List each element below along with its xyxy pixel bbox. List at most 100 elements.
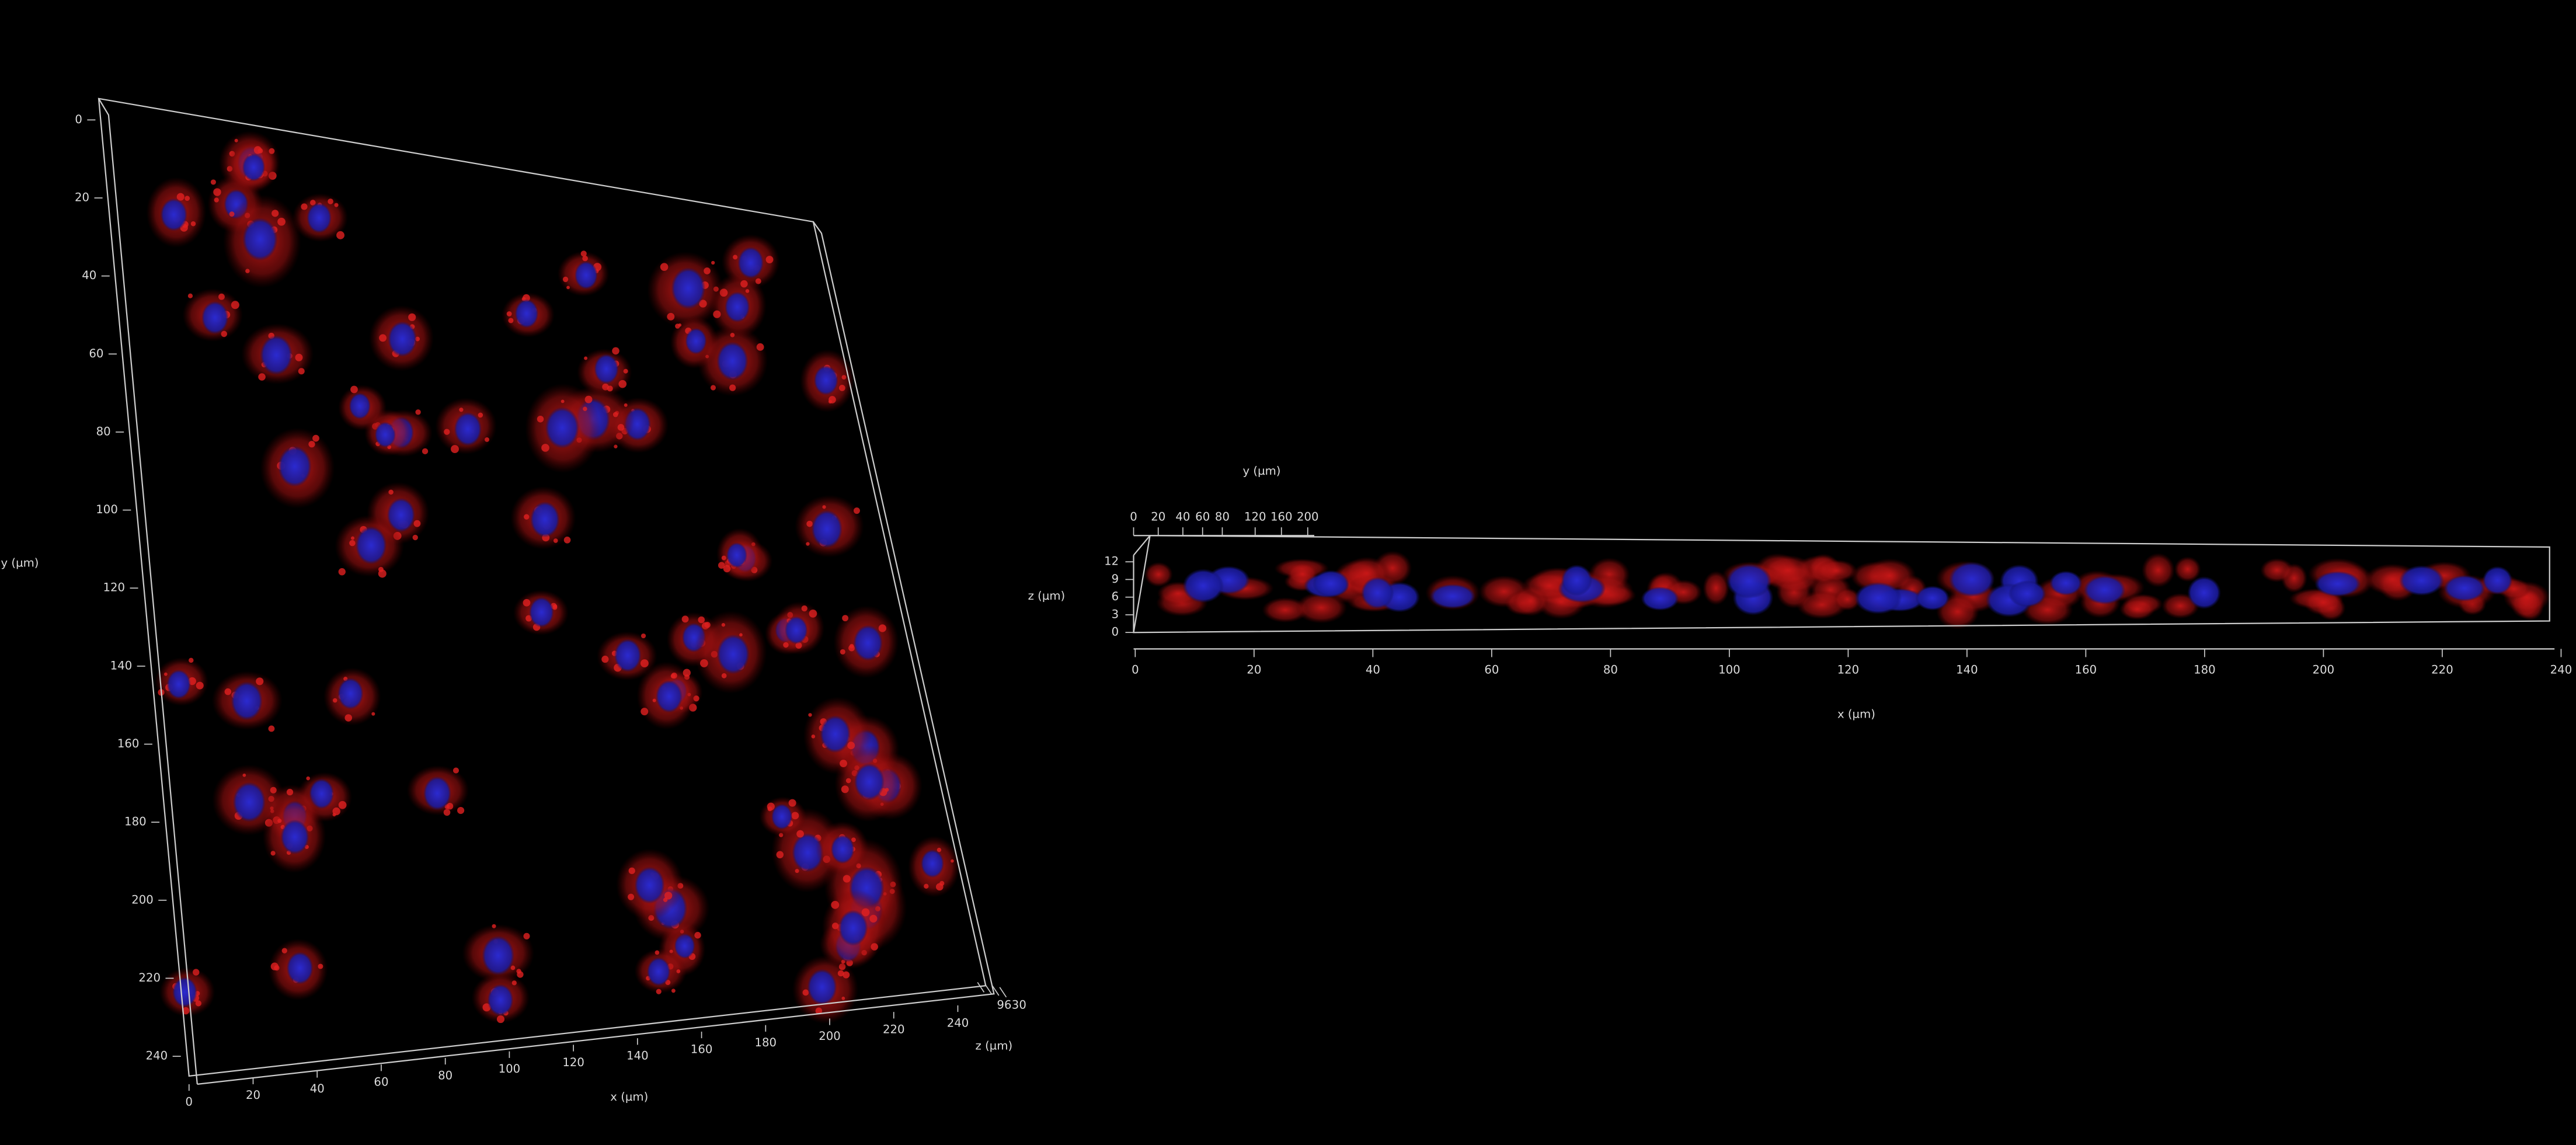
cell-granule xyxy=(553,538,558,543)
cell-granule xyxy=(681,615,689,623)
cell-granule xyxy=(451,445,459,454)
cell-granule xyxy=(562,276,569,283)
cell-granule xyxy=(213,188,221,196)
cell-granule xyxy=(584,356,588,360)
cell-nucleus xyxy=(725,291,750,323)
x-tick-label: 200 xyxy=(2313,663,2335,676)
cell-granule xyxy=(951,859,954,863)
cell-granule xyxy=(788,799,796,807)
y-tick-label: 80 xyxy=(96,424,111,438)
cell-granule xyxy=(733,255,738,260)
cell-nucleus xyxy=(574,261,598,290)
cell-granule xyxy=(676,969,681,973)
y-tick-label: 40 xyxy=(82,269,96,282)
cell-granule xyxy=(704,267,711,274)
cell-granule xyxy=(671,989,676,993)
y-axis-label: y (µm) xyxy=(1,556,39,570)
cell-granule xyxy=(612,347,619,355)
cell-granule xyxy=(457,806,465,815)
cell-granule xyxy=(847,742,855,750)
cell-nucleus xyxy=(307,202,332,234)
cell-granule xyxy=(195,1000,201,1007)
cell-granule xyxy=(832,923,839,930)
cell-nucleus xyxy=(231,681,263,721)
cell-granule xyxy=(163,672,168,676)
cell-granule xyxy=(408,313,416,321)
cell-granule xyxy=(176,193,185,201)
cell-granule xyxy=(838,385,845,391)
cell-granule xyxy=(415,409,421,415)
cell-granule xyxy=(308,441,315,448)
cell-granule xyxy=(656,989,662,994)
cell-granule xyxy=(269,148,275,154)
y-tick-label: 100 xyxy=(96,503,118,516)
cell-granule xyxy=(811,734,816,739)
x-tick-label: 180 xyxy=(2194,663,2216,676)
x-tick-label: 180 xyxy=(755,1036,777,1049)
y-tick-label: 120 xyxy=(1244,510,1266,524)
cell-granule xyxy=(274,965,280,971)
x-axis-label: x (µm) xyxy=(610,1090,648,1104)
z-axis-label: z (µm) xyxy=(976,1039,1013,1053)
x-tick-label: 40 xyxy=(1366,663,1380,676)
cell-granule xyxy=(214,197,219,203)
y-tick-label: 200 xyxy=(131,893,154,906)
x-tick-label: 220 xyxy=(883,1023,905,1036)
cell-nucleus xyxy=(545,406,580,449)
cell-granule xyxy=(189,657,194,663)
cell-granule xyxy=(730,333,735,337)
cell-granule xyxy=(678,323,682,327)
cell-granule xyxy=(729,384,736,391)
cell-nucleus xyxy=(280,819,309,855)
cell-nucleus xyxy=(529,597,554,628)
slab-nucleus xyxy=(1726,563,1772,599)
cell-granule xyxy=(664,892,673,900)
left-volume-view: y (µm) x (µm) z (µm) 0204060801001201401… xyxy=(1,98,1026,1108)
cell-granule xyxy=(801,605,807,612)
cell-granule xyxy=(655,950,660,955)
cell-granule xyxy=(182,1007,190,1015)
y-tick-label: 80 xyxy=(1215,510,1230,524)
cell-nucleus xyxy=(242,153,266,182)
cell-granule xyxy=(831,900,840,909)
cell-granule xyxy=(745,289,750,293)
cell-nucleus xyxy=(423,776,451,810)
slab-signal xyxy=(1834,587,1861,611)
z-tick xyxy=(977,982,985,993)
x-tick-label: 80 xyxy=(1603,663,1618,676)
z-tick-label: 12 xyxy=(1104,555,1119,568)
cell-granule xyxy=(371,712,375,716)
cell-granule xyxy=(628,867,635,875)
cell-granule xyxy=(851,837,856,843)
x-axis-label: x (µm) xyxy=(1837,707,1875,721)
slab-nucleus xyxy=(2049,570,2083,596)
slab-signal xyxy=(2174,556,2201,582)
cell-nucleus xyxy=(278,446,312,487)
cell-granule xyxy=(185,196,190,201)
cell-granule xyxy=(334,203,339,207)
cell-granule xyxy=(210,179,216,185)
volume-box-edge xyxy=(197,221,995,1085)
cell-granule xyxy=(721,555,726,561)
cell-granule xyxy=(806,542,810,546)
cell-granule xyxy=(618,380,627,388)
cell-granule xyxy=(607,385,613,392)
y-tick-label: 20 xyxy=(1151,510,1165,524)
cell-nucleus xyxy=(160,198,187,231)
cell-granule xyxy=(841,785,849,794)
cell-granule xyxy=(422,448,429,455)
cell-nucleus xyxy=(454,412,482,446)
cell-nucleus xyxy=(854,763,885,801)
cell-granule xyxy=(843,875,851,883)
cell-granule xyxy=(566,286,570,290)
x-tick-label: 220 xyxy=(2431,663,2453,676)
cell-granule xyxy=(861,908,870,917)
cell-granule xyxy=(721,673,727,678)
cell-nucleus xyxy=(716,634,750,674)
cell-granule xyxy=(885,788,889,792)
cell-granule xyxy=(878,624,887,632)
volume-box-edge xyxy=(98,98,198,1085)
cell-granule xyxy=(802,989,809,996)
cell-nucleus xyxy=(487,984,514,1016)
x-tick-label: 140 xyxy=(1956,663,1978,676)
